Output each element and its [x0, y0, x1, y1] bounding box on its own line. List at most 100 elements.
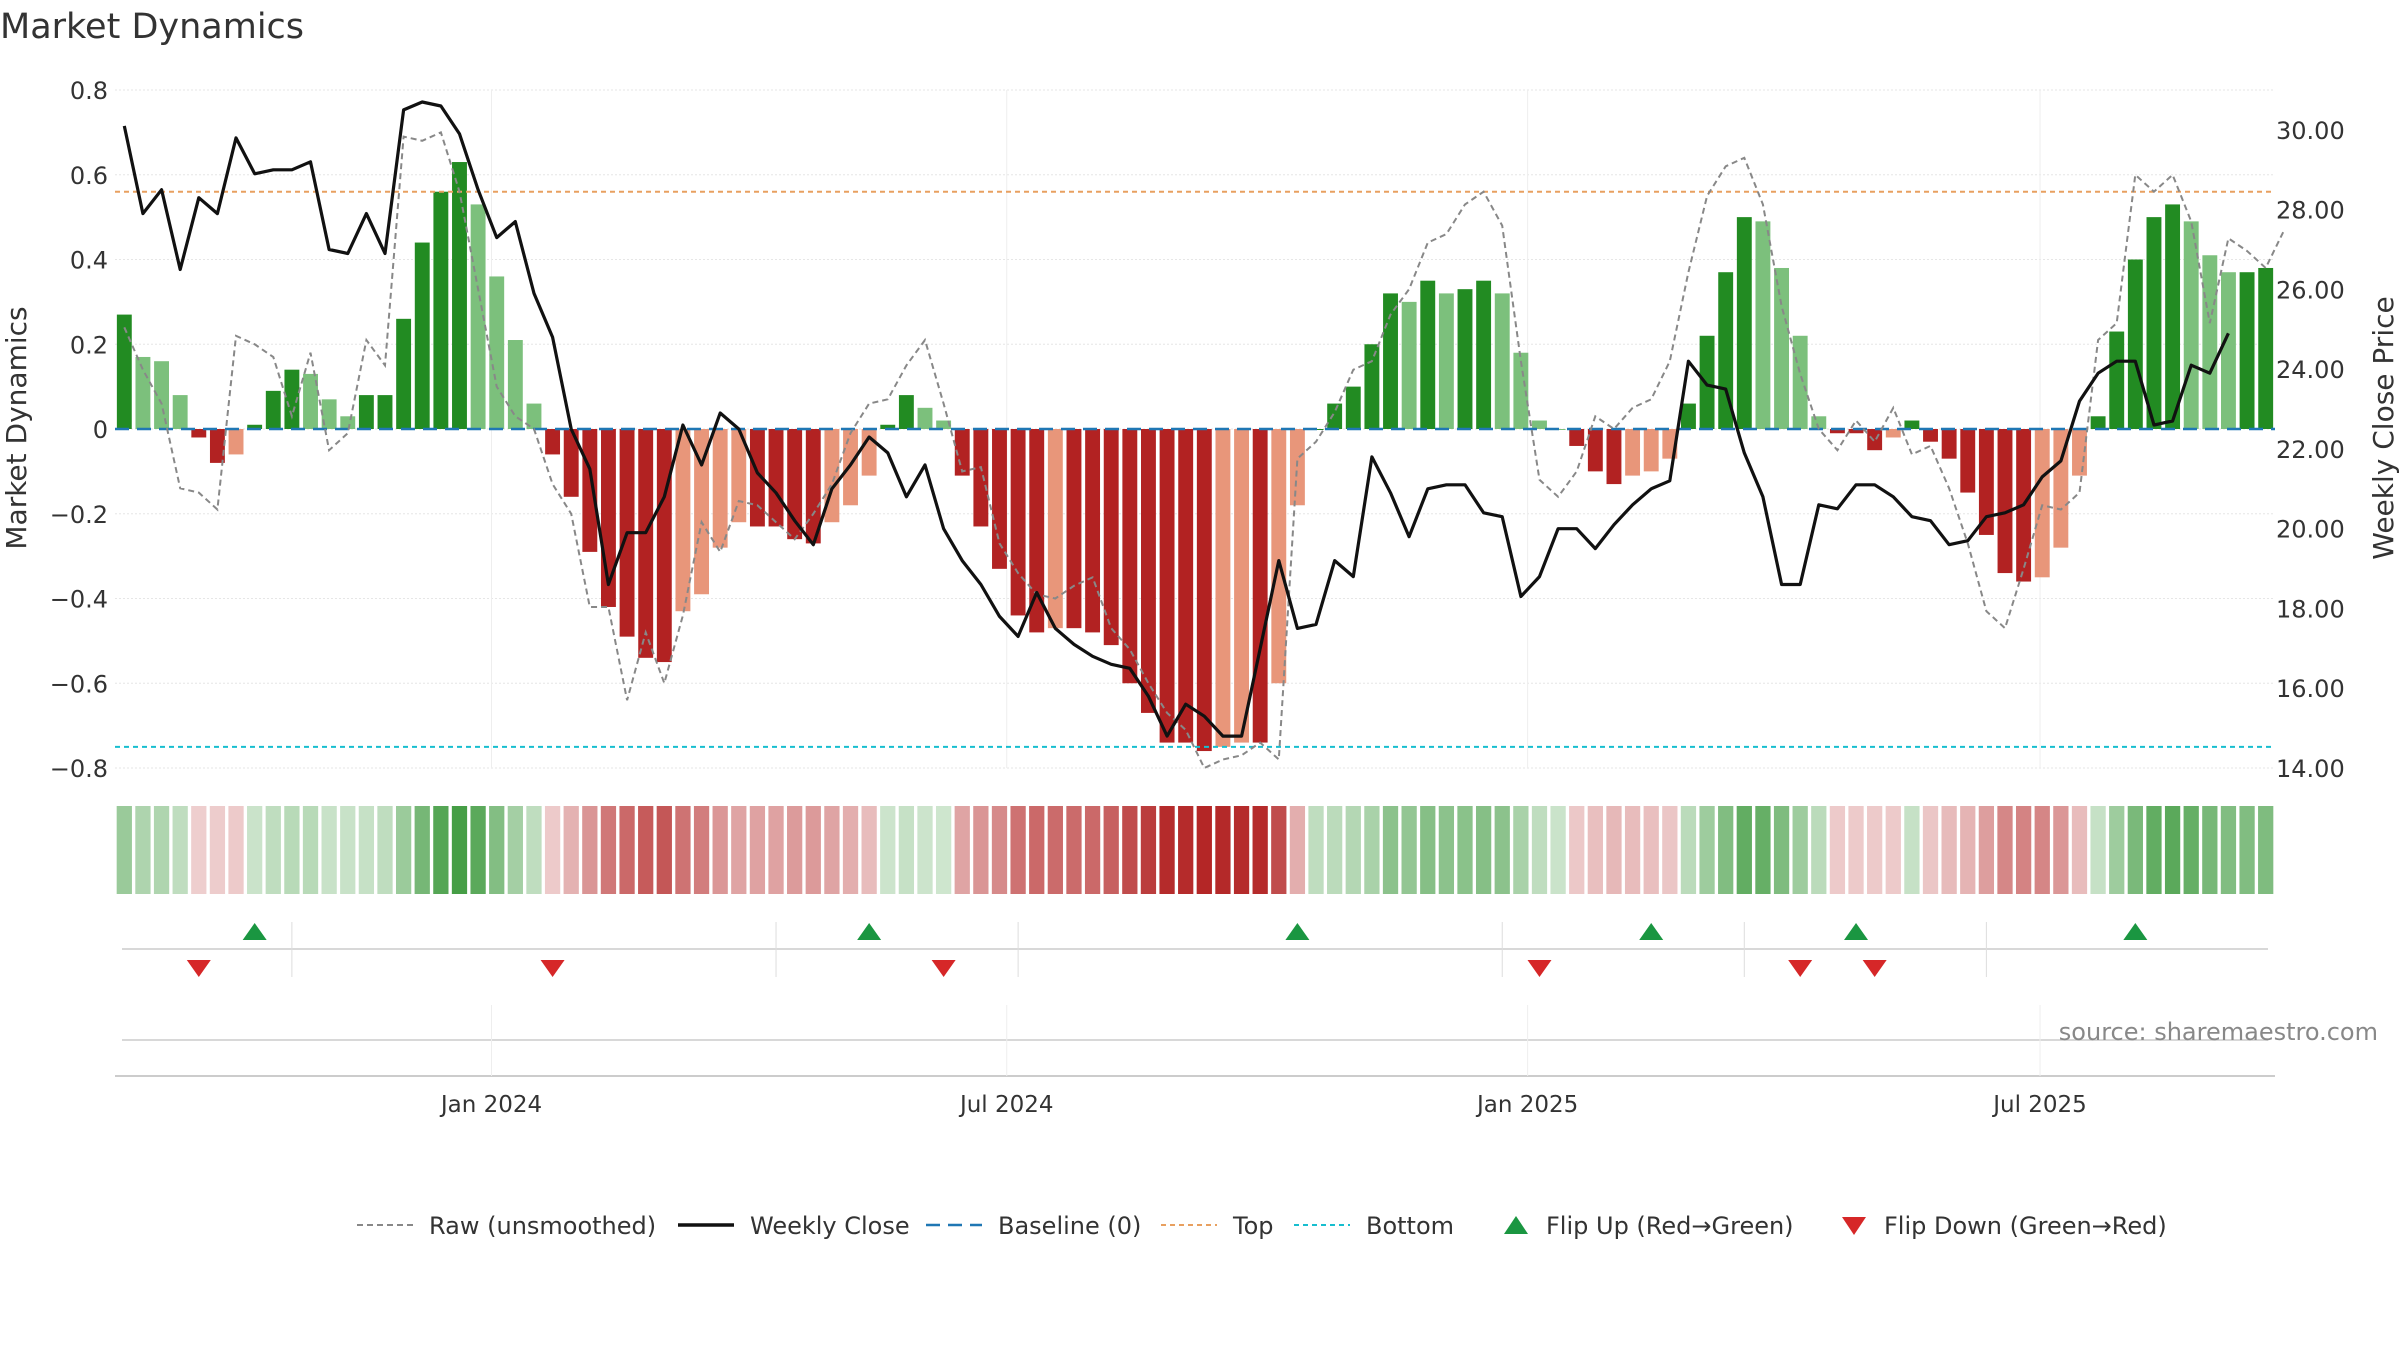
- dynamics-bar: [2127, 259, 2143, 429]
- right-tick-label: 22.00: [2276, 436, 2345, 464]
- regime-cell: [1420, 806, 1436, 894]
- dynamics-bar: [1476, 280, 1492, 429]
- regime-cell: [1271, 806, 1287, 894]
- regime-cell: [302, 806, 319, 894]
- regime-cell: [1215, 806, 1231, 894]
- dynamics-bar: [1569, 429, 1585, 446]
- dynamics-bar: [396, 318, 412, 429]
- regime-cell: [377, 806, 393, 894]
- dynamics-bar: [749, 429, 765, 527]
- flip-down-marker: [1527, 960, 1552, 977]
- dynamics-bar: [377, 395, 393, 429]
- dynamics-bar: [954, 429, 970, 476]
- left-tick-label: 0.4: [70, 247, 108, 275]
- dynamics-bar: [2072, 429, 2087, 476]
- dynamics-bar: [1513, 352, 1529, 429]
- regime-cell: [1140, 806, 1157, 894]
- regime-cell: [991, 806, 1008, 894]
- left-axis-label: Market Dynamics: [0, 306, 33, 549]
- left-axis-ticks: 0.8 0.6 0.4 0.2 0 −0.2 −0.4 −0.6 −0.8: [50, 77, 108, 783]
- flip-down-marker: [931, 960, 956, 977]
- dynamics-bar: [1643, 429, 1659, 472]
- dynamics-bar: [470, 204, 486, 429]
- legend-label-bottom: Bottom: [1366, 1212, 1454, 1240]
- dynamics-bar: [1271, 429, 1287, 684]
- dynamics-bar: [265, 390, 281, 429]
- regime-cell: [1289, 806, 1306, 894]
- regime-cell: [1699, 806, 1715, 894]
- dynamics-bar: [1587, 429, 1603, 472]
- dynamics-bar: [1681, 403, 1696, 429]
- dynamics-bar: [247, 424, 263, 429]
- dynamics-bar: [1010, 429, 1026, 616]
- left-tick-label: −0.6: [50, 670, 108, 698]
- legend-swatch-flip_up: [1504, 1216, 1528, 1234]
- dynamics-bar: [1345, 386, 1361, 429]
- regime-cell: [1978, 806, 1995, 894]
- regime-cell: [1736, 806, 1752, 894]
- dynamics-bar: [2053, 429, 2069, 548]
- dynamics-bar: [1047, 429, 1063, 629]
- regime-cell: [917, 806, 933, 894]
- dynamics-bar: [787, 429, 803, 540]
- dynamics-bar: [1289, 429, 1305, 506]
- regime-cell: [1308, 806, 1324, 894]
- dynamics-bar: [1029, 429, 1045, 633]
- dynamics-bar: [1997, 429, 2013, 574]
- regime-cell: [1960, 806, 1976, 894]
- regime-cell: [1885, 806, 1901, 894]
- flip-down-marker: [540, 960, 565, 977]
- regime-cell: [619, 806, 635, 894]
- regime-cell: [2034, 806, 2050, 894]
- dynamics-bar: [1457, 289, 1473, 429]
- regime-cell: [1364, 806, 1380, 894]
- dynamics-bar: [340, 416, 356, 429]
- regime-cell: [1010, 806, 1026, 894]
- regime-cell: [395, 806, 412, 894]
- regime-cell: [265, 806, 281, 894]
- regime-cell: [358, 806, 375, 894]
- regime-cell: [898, 806, 915, 894]
- dynamics-bars: [116, 162, 2274, 752]
- dynamics-bar: [2109, 331, 2125, 429]
- dynamics-bar: [2239, 272, 2255, 429]
- regime-cell: [1345, 806, 1361, 894]
- regime-cell: [2090, 806, 2106, 894]
- dynamics-bar: [1792, 335, 1808, 429]
- regime-cell: [935, 806, 952, 894]
- regime-cell: [842, 806, 859, 894]
- legend-label-close: Weekly Close: [750, 1212, 910, 1240]
- right-tick-label: 14.00: [2276, 755, 2345, 783]
- regime-cell: [1922, 806, 1939, 894]
- dynamics-bar: [675, 429, 691, 612]
- regime-cell: [656, 806, 672, 894]
- regime-cell: [284, 806, 300, 894]
- dynamics-bar: [1252, 429, 1268, 743]
- right-tick-label: 28.00: [2276, 197, 2345, 225]
- regime-cell: [1624, 806, 1641, 894]
- regime-cell: [1550, 806, 1566, 894]
- dynamics-bar: [2221, 272, 2236, 429]
- regime-cell: [712, 806, 728, 894]
- dynamics-bar: [1774, 267, 1789, 429]
- dynamics-bar: [1978, 429, 1994, 535]
- regime-cell: [340, 806, 356, 894]
- dynamics-bar: [1085, 429, 1101, 633]
- regime-cell: [1382, 806, 1399, 894]
- dynamics-bar: [1401, 301, 1417, 429]
- dynamics-bar: [414, 242, 430, 429]
- dynamics-bar: [303, 373, 318, 429]
- left-tick-label: −0.4: [50, 586, 108, 614]
- regime-cell: [954, 806, 970, 894]
- dynamics-bar: [526, 403, 542, 429]
- dynamics-bar: [1885, 429, 1901, 438]
- source-label: source: sharemaestro.com: [2059, 1018, 2378, 1046]
- regime-cell: [749, 806, 766, 894]
- regime-cell: [1718, 806, 1734, 894]
- dynamics-bar: [2165, 204, 2181, 429]
- dynamics-bar: [898, 395, 914, 429]
- dynamics-bar: [1904, 420, 1920, 429]
- dynamics-bar: [638, 429, 654, 658]
- regime-cell: [973, 806, 989, 894]
- dynamics-bar: [1383, 293, 1398, 429]
